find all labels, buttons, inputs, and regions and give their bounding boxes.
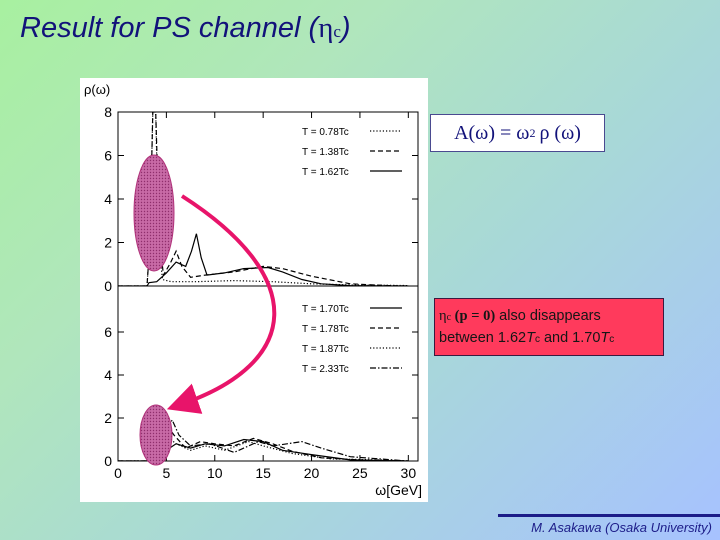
legend-entry: T = 2.33Tc — [302, 364, 349, 375]
note-eta: η — [439, 308, 447, 324]
author-credit: M. Asakawa (Osaka University) — [531, 520, 712, 535]
note-c2: c — [609, 334, 615, 345]
note-and: and 1.70 — [539, 330, 601, 346]
legend-entry: T = 1.78Tc — [302, 324, 349, 335]
spectral-function-chart: T = 0.78Tc T = 1.38Tc T = 1.62Tc T = 1.70Tc… — [84, 82, 422, 498]
x-tick-label: 30 — [401, 465, 417, 481]
legend-entry: T = 1.38Tc — [302, 147, 349, 158]
note-line-1: ηc (p = 0) also disappears — [439, 306, 663, 328]
title-eta: η — [318, 12, 334, 44]
note-T2: T — [600, 330, 610, 346]
title-symbol: ηc — [318, 12, 341, 44]
note-momentum: (p = 0) — [451, 308, 496, 324]
title-text: Result for PS channel ( — [20, 12, 319, 44]
note-line-2: between 1.62Tc and 1.70Tc — [439, 328, 663, 350]
note-c1: c — [534, 334, 540, 345]
y-tick-label: 4 — [104, 191, 112, 207]
note-between: between 1.62 — [439, 330, 527, 346]
y-tick-label: 0 — [104, 453, 112, 469]
x-tick-label: 10 — [207, 465, 223, 481]
y-axis-label: ρ(ω) — [84, 82, 110, 97]
slide-title: Result for PS channel (ηc) — [20, 12, 351, 45]
y-tick-label: 6 — [104, 148, 112, 164]
transition-arrow — [166, 194, 277, 414]
y-tick-label: 8 — [104, 104, 112, 120]
y-tick-label: 4 — [104, 367, 112, 383]
legend-entry: T = 1.70Tc — [302, 304, 349, 315]
x-tick-label: 0 — [114, 465, 122, 481]
formula-rhs: ρ (ω) — [539, 121, 581, 144]
legend-entry: T = 0.78Tc — [302, 127, 349, 138]
y-tick-label: 2 — [104, 235, 112, 251]
x-tick-label: 20 — [304, 465, 320, 481]
y-tick-label: 2 — [104, 410, 112, 426]
y-tick-label: 0 — [104, 278, 112, 294]
legend-entry: T = 1.62Tc — [302, 167, 349, 178]
legend-entry: T = 1.87Tc — [302, 344, 349, 355]
disappearance-note: ηc (p = 0) also disappears between 1.62T… — [434, 298, 664, 356]
footer-divider — [498, 514, 720, 517]
series-line — [118, 233, 409, 286]
formula-lhs: A(ω) = ω — [454, 121, 530, 144]
title-sub: c — [333, 22, 341, 41]
x-tick-label: 15 — [255, 465, 271, 481]
peak-highlight-upper — [133, 154, 175, 272]
note-eta-sub: c — [446, 312, 452, 323]
title-suffix: ) — [340, 12, 351, 44]
x-tick-label: 25 — [352, 465, 368, 481]
x-axis-label: ω[GeV] — [375, 482, 422, 498]
x-tick-label: 5 — [162, 465, 170, 481]
peak-highlight-lower — [139, 404, 173, 466]
formula-power: 2 — [529, 125, 536, 140]
note-T1: T — [526, 330, 535, 346]
series-line — [118, 112, 409, 286]
note-text: also disappears — [495, 308, 601, 324]
spectral-function-plot: T = 0.78Tc T = 1.38Tc T = 1.62Tc T = 1.70Tc… — [80, 78, 428, 502]
y-tick-label: 6 — [104, 324, 112, 340]
